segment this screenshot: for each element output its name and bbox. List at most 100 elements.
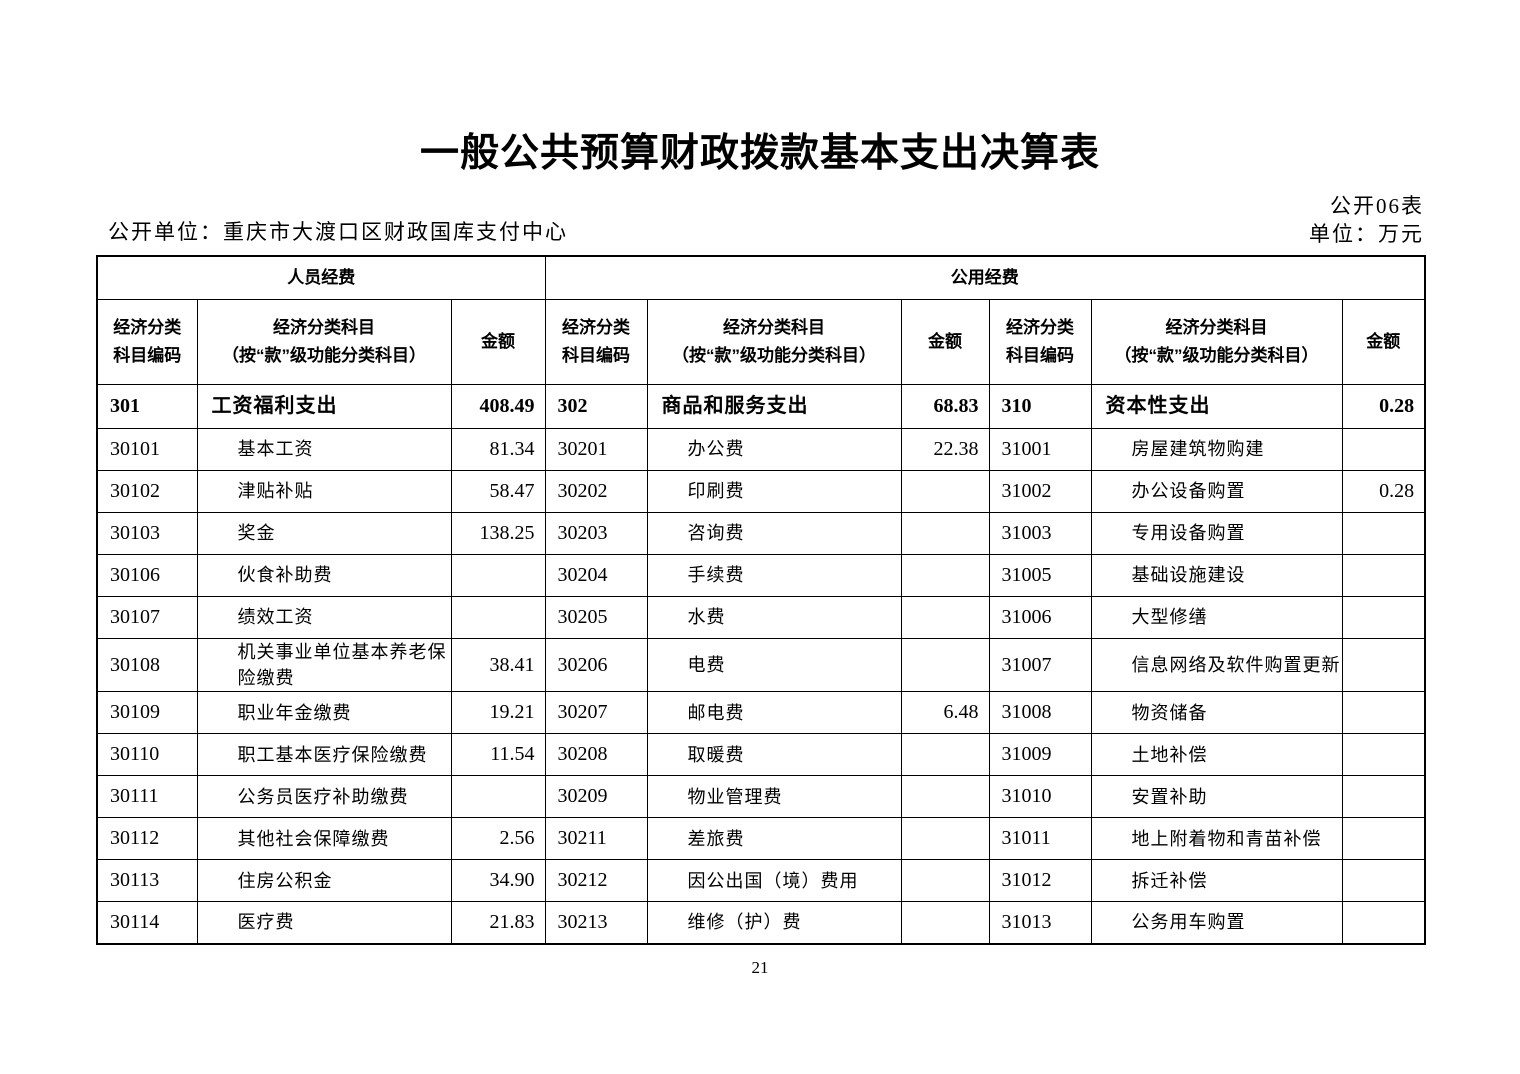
- amount-cell: [1341, 554, 1426, 597]
- code-cell: 31001: [988, 428, 1092, 471]
- code-cell: 30208: [544, 733, 648, 777]
- amount-cell: 0.28: [1341, 470, 1426, 513]
- amount-cell: [450, 596, 546, 639]
- amount-cell: [1341, 859, 1426, 903]
- code-cell: 30203: [544, 512, 648, 555]
- name-cell: 其他社会保障缴费: [196, 817, 452, 861]
- amount-cell: [900, 859, 990, 903]
- amount-cell: 11.54: [450, 733, 546, 777]
- code-cell: 30209: [544, 775, 648, 819]
- code-cell: 31006: [988, 596, 1092, 639]
- code-cell: 30211: [544, 817, 648, 861]
- page-title: 一般公共预算财政拨款基本支出决算表: [419, 132, 1100, 175]
- code-header-line1: 经济分类: [113, 317, 182, 337]
- code-header-line1: 经济分类: [1006, 317, 1075, 337]
- name-cell: 工资福利支出: [196, 384, 452, 429]
- name-cell: 基础设施建设: [1090, 554, 1343, 597]
- table-row: 30112 其他社会保障缴费 2.56 30211 差旅费 31011 地上附着物和青苗补偿: [96, 817, 1426, 861]
- publishing-unit-label: 公开单位：重庆市大渡口区财政国库支付中心: [108, 220, 568, 244]
- group-header-row: 人员经费 公用经费: [96, 255, 1426, 300]
- code-cell: 30112: [96, 817, 198, 861]
- code-cell: 30103: [96, 512, 198, 555]
- code-header-line1: 经济分类: [562, 317, 631, 337]
- name-cell: 印刷费: [646, 470, 902, 513]
- code-cell: 302: [544, 384, 648, 429]
- name-cell: 津贴补贴: [196, 470, 452, 513]
- code-cell: 310: [988, 384, 1092, 429]
- code-cell: 30201: [544, 428, 648, 471]
- code-cell: 30213: [544, 901, 648, 945]
- name-cell: 差旅费: [646, 817, 902, 861]
- name-cell: 机关事业单位基本养老保险缴费: [196, 637, 452, 693]
- code-cell: 30212: [544, 859, 648, 903]
- name-cell: 资本性支出: [1090, 384, 1343, 429]
- amount-cell: [900, 733, 990, 777]
- amount-cell: [1341, 637, 1426, 693]
- name-cell: 公务员医疗补助缴费: [196, 775, 452, 819]
- table-row: 30101 基本工资 81.34 30201 办公费 22.38 31001 房屋建筑物购建: [96, 428, 1426, 471]
- code-cell: 31003: [988, 512, 1092, 555]
- name-cell: 专用设备购置: [1090, 512, 1343, 555]
- code-cell: 30202: [544, 470, 648, 513]
- code-header-line2: 科目编码: [113, 346, 182, 365]
- amount-cell: [1341, 817, 1426, 861]
- code-cell: 31011: [988, 817, 1092, 861]
- name-cell: 土地补偿: [1090, 733, 1343, 777]
- code-cell: 31009: [988, 733, 1092, 777]
- amount-cell: [1341, 901, 1426, 945]
- code-cell: 31008: [988, 691, 1092, 735]
- amount-column-header: 金额: [450, 299, 546, 385]
- code-cell: 30107: [96, 596, 198, 639]
- name-cell: 伙食补助费: [196, 554, 452, 597]
- table-row: 30107 绩效工资 30205 水费 31006 大型修缮: [96, 596, 1426, 639]
- amount-column-header: 金额: [900, 299, 990, 385]
- budget-table: 人员经费 公用经费 经济分类 科目编码 经济分类科目 （按“款”级功能分类科目）…: [96, 255, 1427, 945]
- subject-column-header: 经济分类科目 （按“款”级功能分类科目）: [1090, 299, 1343, 385]
- code-cell: 30205: [544, 596, 648, 639]
- amount-cell: [900, 817, 990, 861]
- code-cell: 30207: [544, 691, 648, 735]
- unit-of-measure-label: 单位：万元: [1309, 222, 1424, 246]
- code-cell: 30108: [96, 637, 198, 693]
- table-row: 30113 住房公积金 34.90 30212 因公出国（境）费用 31012 拆迁补偿: [96, 859, 1426, 903]
- group-header-personnel: 人员经费: [96, 255, 546, 300]
- name-cell: 因公出国（境）费用: [646, 859, 902, 903]
- code-header-line2: 科目编码: [1006, 346, 1075, 365]
- code-cell: 31005: [988, 554, 1092, 597]
- amount-cell: [900, 637, 990, 693]
- amount-cell: 2.56: [450, 817, 546, 861]
- name-cell: 地上附着物和青苗补偿: [1090, 817, 1343, 861]
- code-cell: 30113: [96, 859, 198, 903]
- name-cell: 商品和服务支出: [646, 384, 902, 429]
- name-cell: 安置补助: [1090, 775, 1343, 819]
- table-row: 30102 津贴补贴 58.47 30202 印刷费 31002 办公设备购置 0.28: [96, 470, 1426, 513]
- table-row: 30103 奖金 138.25 30203 咨询费 31003 专用设备购置: [96, 512, 1426, 555]
- code-cell: 31002: [988, 470, 1092, 513]
- amount-cell: 21.83: [450, 901, 546, 945]
- name-cell: 住房公积金: [196, 859, 452, 903]
- name-cell: 办公费: [646, 428, 902, 471]
- amount-cell: [1341, 733, 1426, 777]
- name-cell: 基本工资: [196, 428, 452, 471]
- code-cell: 31013: [988, 901, 1092, 945]
- amount-cell: [1341, 596, 1426, 639]
- name-cell: 拆迁补偿: [1090, 859, 1343, 903]
- name-cell: 维修（护）费: [646, 901, 902, 945]
- code-column-header: 经济分类 科目编码: [544, 299, 648, 385]
- code-cell: 31007: [988, 637, 1092, 693]
- name-cell: 邮电费: [646, 691, 902, 735]
- summary-row: 301 工资福利支出 408.49 302 商品和服务支出 68.83 310 资本性支出 0.…: [96, 384, 1426, 429]
- name-cell: 医疗费: [196, 901, 452, 945]
- table-row: 30111 公务员医疗补助缴费 30209 物业管理费 31010 安置补助: [96, 775, 1426, 819]
- code-cell: 30109: [96, 691, 198, 735]
- name-cell: 咨询费: [646, 512, 902, 555]
- code-cell: 30114: [96, 901, 198, 945]
- amount-cell: [450, 775, 546, 819]
- table-row: 30114 医疗费 21.83 30213 维修（护）费 31013 公务用车购置: [96, 901, 1426, 945]
- name-cell: 房屋建筑物购建: [1090, 428, 1343, 471]
- amount-cell: 81.34: [450, 428, 546, 471]
- amount-cell: 22.38: [900, 428, 990, 471]
- name-cell: 办公设备购置: [1090, 470, 1343, 513]
- subject-column-header: 经济分类科目 （按“款”级功能分类科目）: [646, 299, 902, 385]
